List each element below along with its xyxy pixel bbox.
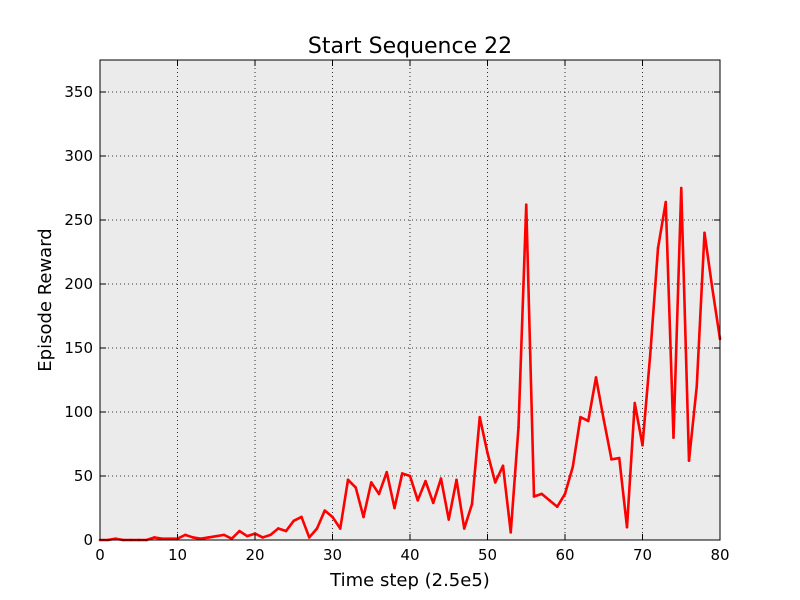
data-point <box>354 486 358 489</box>
y-tick-label: 100 <box>64 403 93 421</box>
axis-ticks: 0 10 20 30 40 50 60 70 80 0 50 100 150 200 250 300 350 <box>64 60 730 564</box>
data-point <box>269 533 272 537</box>
data-point <box>501 464 505 468</box>
data-point <box>563 492 567 496</box>
x-tick-label: 70 <box>633 546 652 564</box>
data-point <box>524 203 528 206</box>
data-point <box>648 353 652 356</box>
data-point <box>346 478 350 482</box>
y-tick-label: 200 <box>64 275 93 293</box>
data-point <box>617 456 621 460</box>
data-point <box>633 401 637 405</box>
data-point <box>571 465 575 469</box>
chart-title: Start Sequence 22 <box>308 34 512 59</box>
data-point <box>300 515 303 519</box>
data-point <box>284 529 288 533</box>
data-point <box>369 481 373 484</box>
data-point <box>656 246 660 250</box>
x-axis-label: Time step (2.5e5) <box>329 570 490 591</box>
data-point <box>664 200 668 204</box>
data-point <box>307 536 311 539</box>
data-point <box>493 481 497 484</box>
data-point <box>393 506 396 510</box>
data-point <box>625 525 629 529</box>
data-point <box>238 529 241 533</box>
data-point <box>486 451 489 455</box>
data-point <box>315 527 319 530</box>
data-point <box>292 519 296 523</box>
data-point <box>338 527 342 530</box>
data-point <box>222 533 226 537</box>
data-point <box>555 505 559 509</box>
data-point <box>517 426 520 429</box>
data-point <box>160 537 164 541</box>
y-tick-label: 300 <box>64 147 93 165</box>
data-point <box>276 527 280 530</box>
data-point <box>230 537 234 541</box>
y-tick-label: 150 <box>64 339 93 357</box>
x-tick-label: 0 <box>95 546 105 564</box>
data-point <box>641 443 644 447</box>
data-point <box>455 478 458 482</box>
x-tick-label: 80 <box>710 546 729 564</box>
data-point <box>478 415 482 419</box>
data-point <box>602 418 606 421</box>
data-point <box>672 436 675 439</box>
data-point <box>462 527 466 530</box>
data-point <box>610 458 613 461</box>
data-point <box>199 537 203 541</box>
data-point <box>540 492 544 496</box>
x-tick-label: 50 <box>478 546 497 564</box>
data-point <box>245 534 249 538</box>
data-point <box>439 477 443 480</box>
y-tick-label: 250 <box>64 211 93 229</box>
data-point <box>687 459 691 462</box>
data-point <box>377 492 381 496</box>
data-point <box>703 231 706 235</box>
data-point <box>261 536 265 539</box>
y-tick-label: 0 <box>83 531 93 549</box>
x-tick-label: 30 <box>323 546 342 564</box>
x-tick-label: 60 <box>555 546 574 564</box>
data-point <box>385 470 389 474</box>
data-point <box>400 472 404 475</box>
data-point <box>695 385 699 388</box>
data-point <box>114 537 117 541</box>
data-point <box>416 499 420 502</box>
data-point <box>431 501 435 505</box>
series-layer <box>98 186 722 542</box>
data-point <box>424 479 427 483</box>
y-tick-label: 50 <box>74 467 93 485</box>
x-tick-label: 10 <box>168 546 187 564</box>
data-point <box>214 534 218 538</box>
data-point <box>253 532 257 535</box>
data-point <box>362 515 365 519</box>
x-tick-label: 20 <box>245 546 264 564</box>
data-point <box>207 536 210 539</box>
data-point <box>447 518 451 521</box>
y-tick-label: 350 <box>64 83 93 101</box>
y-axis-label: Episode Reward <box>35 228 56 371</box>
data-point <box>679 186 683 190</box>
data-point <box>331 515 334 519</box>
data-point <box>408 474 412 478</box>
data-point <box>532 495 536 498</box>
data-point <box>191 536 195 539</box>
data-point <box>548 499 551 502</box>
data-point <box>183 533 187 537</box>
data-point <box>509 531 513 534</box>
data-point <box>323 509 327 512</box>
data-point <box>710 286 714 290</box>
data-point <box>168 537 172 541</box>
data-point <box>152 536 156 539</box>
x-tick-label: 40 <box>400 546 419 564</box>
data-point <box>470 502 474 506</box>
data-point <box>579 415 582 419</box>
data-point <box>594 376 598 379</box>
data-point <box>586 419 590 423</box>
